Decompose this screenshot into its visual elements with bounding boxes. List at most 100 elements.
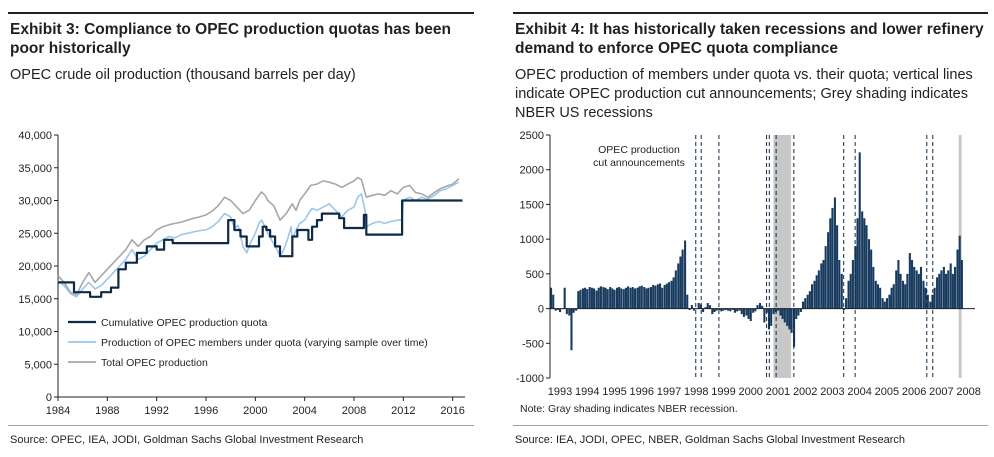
bar <box>879 287 882 309</box>
bar <box>627 286 630 309</box>
bar <box>565 308 568 315</box>
bar <box>575 308 578 311</box>
bar <box>643 287 646 309</box>
bar <box>949 263 952 309</box>
bottom-rule <box>513 425 988 426</box>
bar <box>747 308 750 319</box>
exhibit-3-panel: Exhibit 3: Compliance to OPEC production… <box>0 0 480 457</box>
bar <box>929 301 932 309</box>
bar <box>697 303 700 309</box>
bar <box>867 239 871 309</box>
exhibit-3-subtitle: OPEC crude oil production (thousand barr… <box>10 67 356 83</box>
bar <box>858 152 861 309</box>
bar <box>724 308 727 310</box>
x-tick-label: 2002 <box>793 386 817 398</box>
bar <box>624 287 628 309</box>
bar <box>958 235 961 309</box>
exhibit-4-panel: Exhibit 4: It has historically taken rec… <box>505 0 994 457</box>
bar <box>661 287 664 309</box>
bar <box>897 259 900 309</box>
series-line <box>57 176 460 296</box>
exhibit-4-subtitle: OPEC production of members under quota v… <box>515 67 973 121</box>
bar <box>736 308 739 312</box>
bar <box>795 308 798 319</box>
bar <box>910 259 914 309</box>
chart-note: Note: Gray shading indicates NBER recess… <box>520 403 738 415</box>
bar <box>742 308 745 317</box>
bar <box>702 308 705 313</box>
x-tick-label: 2016 <box>440 405 464 417</box>
bar <box>815 275 818 309</box>
bar <box>708 305 711 309</box>
bar <box>817 270 820 309</box>
legend-label: Cumulative OPEC production quota <box>101 317 267 329</box>
bar <box>749 308 752 322</box>
bar <box>945 273 948 309</box>
bar <box>956 249 959 309</box>
bar <box>733 308 736 313</box>
bar <box>647 287 650 309</box>
exhibit-3-title: Exhibit 3: Compliance to OPEC production… <box>10 21 451 57</box>
y-tick-label: 2000 <box>520 165 544 177</box>
x-tick-label: 1996 <box>194 405 218 417</box>
x-tick-label: 2006 <box>902 386 926 398</box>
x-tick-label: 1992 <box>144 405 168 417</box>
bar <box>804 298 807 309</box>
bar <box>738 308 741 311</box>
bar <box>756 305 759 309</box>
bar <box>752 308 755 313</box>
bar <box>613 289 616 309</box>
x-tick-label: 2001 <box>766 386 790 398</box>
bar <box>851 259 854 309</box>
bar <box>840 273 843 309</box>
bar <box>802 301 805 309</box>
bar <box>649 287 653 309</box>
bar <box>677 263 680 309</box>
bar <box>606 289 609 309</box>
x-tick-label: 2004 <box>292 405 316 417</box>
bar <box>552 294 555 309</box>
bar <box>856 218 859 309</box>
bar <box>679 256 682 309</box>
bar <box>586 289 589 309</box>
bar <box>820 263 823 309</box>
x-tick-label: 1998 <box>684 386 708 398</box>
bar <box>713 308 716 313</box>
bar <box>824 246 827 309</box>
bar <box>883 301 886 309</box>
bar <box>690 305 693 309</box>
bar <box>881 298 884 309</box>
bar <box>618 287 621 309</box>
bar <box>831 207 834 309</box>
bar <box>933 287 936 309</box>
bar <box>715 308 718 311</box>
bar <box>899 273 902 309</box>
bar <box>563 287 566 309</box>
bar <box>810 284 814 309</box>
bar <box>556 308 559 310</box>
bar <box>686 294 689 309</box>
series-line <box>58 199 463 298</box>
bar <box>568 308 571 316</box>
bar <box>658 283 662 309</box>
annotation-label: OPEC production <box>598 144 680 156</box>
bar <box>629 287 632 309</box>
y-tick-label: 40,000 <box>18 130 52 142</box>
y-tick-label: 10,000 <box>18 327 52 339</box>
bar <box>622 289 625 309</box>
bar <box>593 288 596 309</box>
bar <box>558 308 562 313</box>
x-tick-label: 1994 <box>575 386 599 398</box>
bar <box>631 287 634 309</box>
x-tick-label: 2003 <box>820 386 844 398</box>
bar <box>599 286 602 309</box>
bar <box>645 288 648 309</box>
bar <box>892 284 895 309</box>
series-line <box>57 181 460 298</box>
bar <box>595 290 598 309</box>
bar <box>758 303 762 309</box>
bar <box>863 218 866 309</box>
bar <box>740 308 743 315</box>
bar <box>872 266 875 309</box>
bar <box>813 280 816 309</box>
